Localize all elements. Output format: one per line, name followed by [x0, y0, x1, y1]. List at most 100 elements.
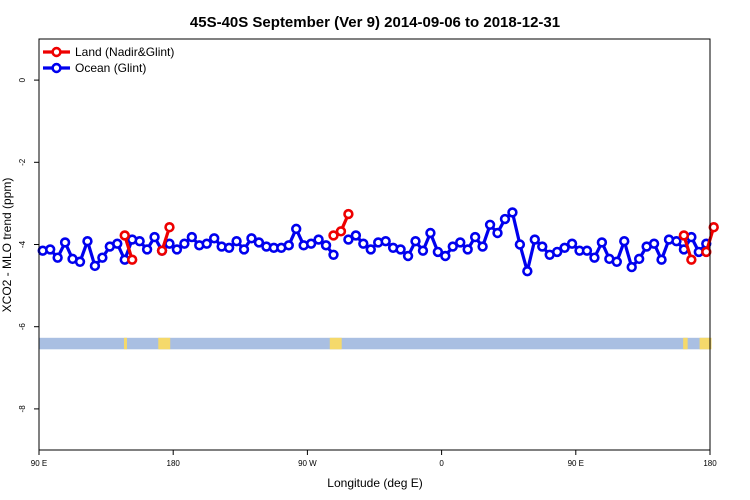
x-tick-label: 90 W: [298, 459, 317, 468]
data-point: [611, 256, 623, 267]
y-tick-label: -6: [18, 323, 27, 331]
y-tick-label: 0: [18, 77, 27, 82]
land-span: [329, 337, 342, 350]
data-point: [186, 231, 198, 243]
data-point: [328, 249, 339, 260]
land-span: [123, 337, 127, 350]
data-point: [97, 252, 108, 263]
data-point: [291, 223, 302, 235]
data-point: [566, 238, 578, 249]
data-point: [141, 244, 153, 255]
data-point: [671, 236, 682, 247]
data-point: [537, 241, 548, 252]
data-point: [365, 244, 376, 255]
data-point: [455, 237, 466, 248]
data-point: [469, 231, 481, 243]
x-axis: 90 E 180 90 W 0 90 E 180: [31, 450, 717, 468]
x-tick-label: 180: [167, 459, 181, 468]
land-spans: [123, 337, 712, 350]
x-tick-label: 0: [439, 459, 444, 468]
data-point: [559, 242, 570, 253]
data-point: [313, 234, 324, 245]
data-point: [492, 227, 503, 239]
data-point: [246, 233, 257, 244]
data-point: [633, 253, 645, 265]
data-point: [432, 246, 444, 258]
legend-label: Ocean (Glint): [75, 61, 146, 75]
data-point: [484, 219, 496, 230]
data-point: [350, 230, 362, 241]
data-point: [283, 240, 294, 251]
data-point: [320, 240, 332, 251]
data-point: [522, 266, 533, 277]
data-point: [201, 238, 212, 249]
data-point: [678, 230, 690, 241]
land-span: [683, 337, 688, 350]
data-point: [656, 254, 667, 265]
data-point: [89, 260, 101, 272]
series-layer: [37, 207, 719, 277]
legend: Land (Nadir&Glint) Ocean (Glint): [43, 45, 174, 75]
data-point: [648, 238, 660, 249]
land-span: [699, 337, 712, 350]
ocean-strip: [39, 337, 710, 350]
data-point: [305, 238, 317, 249]
land-mask-strip: [39, 337, 712, 350]
legend-marker: [51, 46, 62, 58]
data-point: [551, 246, 563, 258]
data-point: [119, 230, 130, 241]
data-point: [44, 244, 56, 255]
data-point: [149, 231, 160, 243]
data-point: [335, 226, 347, 237]
legend-label: Land (Nadir&Glint): [75, 45, 174, 59]
data-point: [52, 252, 63, 263]
data-point: [358, 238, 369, 249]
data-point: [156, 245, 168, 256]
data-point: [514, 239, 526, 250]
y-tick-label: -2: [18, 158, 27, 166]
data-point: [343, 208, 354, 220]
data-point: [171, 244, 183, 255]
x-tick-label: 90 E: [31, 459, 47, 468]
legend-marker: [51, 62, 62, 74]
data-point: [477, 241, 488, 252]
data-point: [447, 241, 458, 252]
data-point: [134, 236, 145, 247]
data-point: [581, 245, 593, 256]
data-point: [596, 237, 608, 248]
data-point: [328, 230, 339, 241]
data-point: [507, 207, 518, 218]
data-point: [59, 237, 71, 248]
y-axis-label: XCO2 - MLO trend (ppm): [0, 178, 14, 313]
data-point: [82, 236, 93, 247]
y-tick-label: -8: [18, 405, 27, 413]
data-point: [380, 236, 391, 247]
data-point: [209, 233, 220, 244]
data-point: [402, 250, 414, 262]
data-point: [701, 246, 712, 258]
data-point: [395, 244, 406, 255]
y-axis: 0 -2 -4 -6 -8: [18, 77, 39, 412]
land-span: [158, 337, 171, 350]
data-point: [499, 213, 511, 225]
data-point: [417, 245, 429, 256]
data-point: [708, 222, 719, 233]
data-point: [626, 261, 637, 273]
data-point: [179, 238, 190, 249]
x-axis-label: Longitude (deg E): [327, 476, 422, 490]
chart-title: 45S-40S September (Ver 9) 2014-09-06 to …: [190, 14, 560, 31]
data-point: [410, 236, 421, 247]
data-point: [126, 254, 138, 265]
data-point: [253, 237, 265, 248]
data-point: [164, 222, 175, 233]
data-point: [462, 244, 473, 255]
data-point: [529, 234, 540, 245]
series-ocean: [37, 207, 712, 277]
data-point: [231, 236, 242, 247]
data-point: [238, 244, 250, 255]
data-point: [343, 234, 354, 245]
data-point: [112, 238, 123, 249]
data-point: [425, 227, 436, 239]
data-point: [619, 236, 630, 247]
